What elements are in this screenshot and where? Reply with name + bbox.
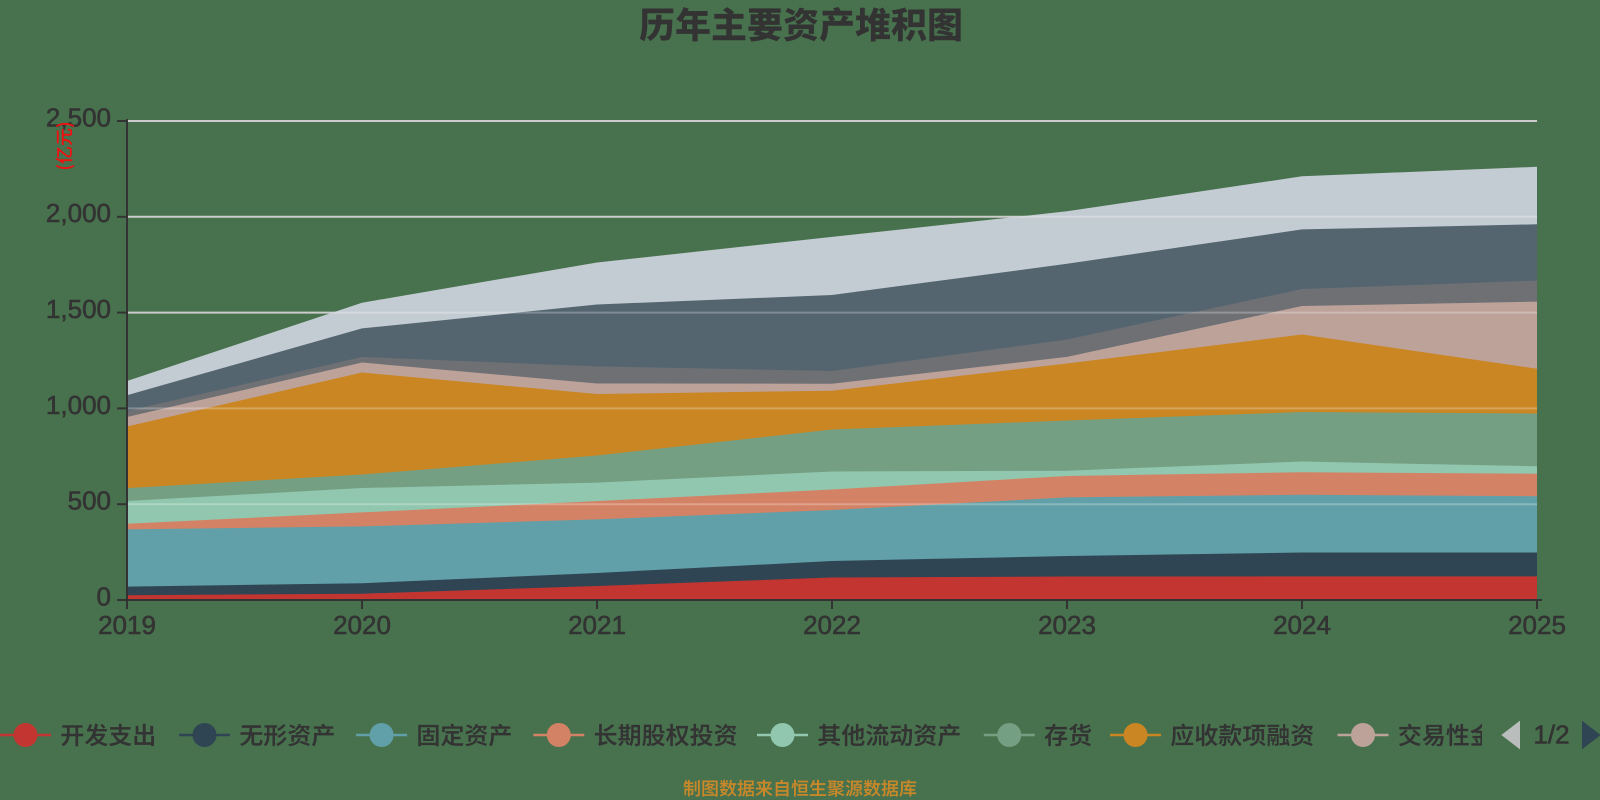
svg-text:2022: 2022 — [803, 610, 861, 640]
svg-text:2020: 2020 — [333, 610, 391, 640]
svg-text:0: 0 — [97, 581, 111, 611]
svg-text:1,000: 1,000 — [46, 390, 111, 420]
svg-text:2023: 2023 — [1038, 610, 1096, 640]
svg-text:2019: 2019 — [98, 610, 156, 640]
svg-text:1/2: 1/2 — [1533, 720, 1569, 750]
svg-text:1,500: 1,500 — [46, 294, 111, 324]
svg-text:2025: 2025 — [1508, 610, 1566, 640]
svg-text:500: 500 — [68, 486, 111, 516]
svg-text:2021: 2021 — [568, 610, 626, 640]
svg-text:2,000: 2,000 — [46, 198, 111, 228]
svg-text:2,500: 2,500 — [46, 102, 111, 132]
svg-text:2024: 2024 — [1273, 610, 1331, 640]
